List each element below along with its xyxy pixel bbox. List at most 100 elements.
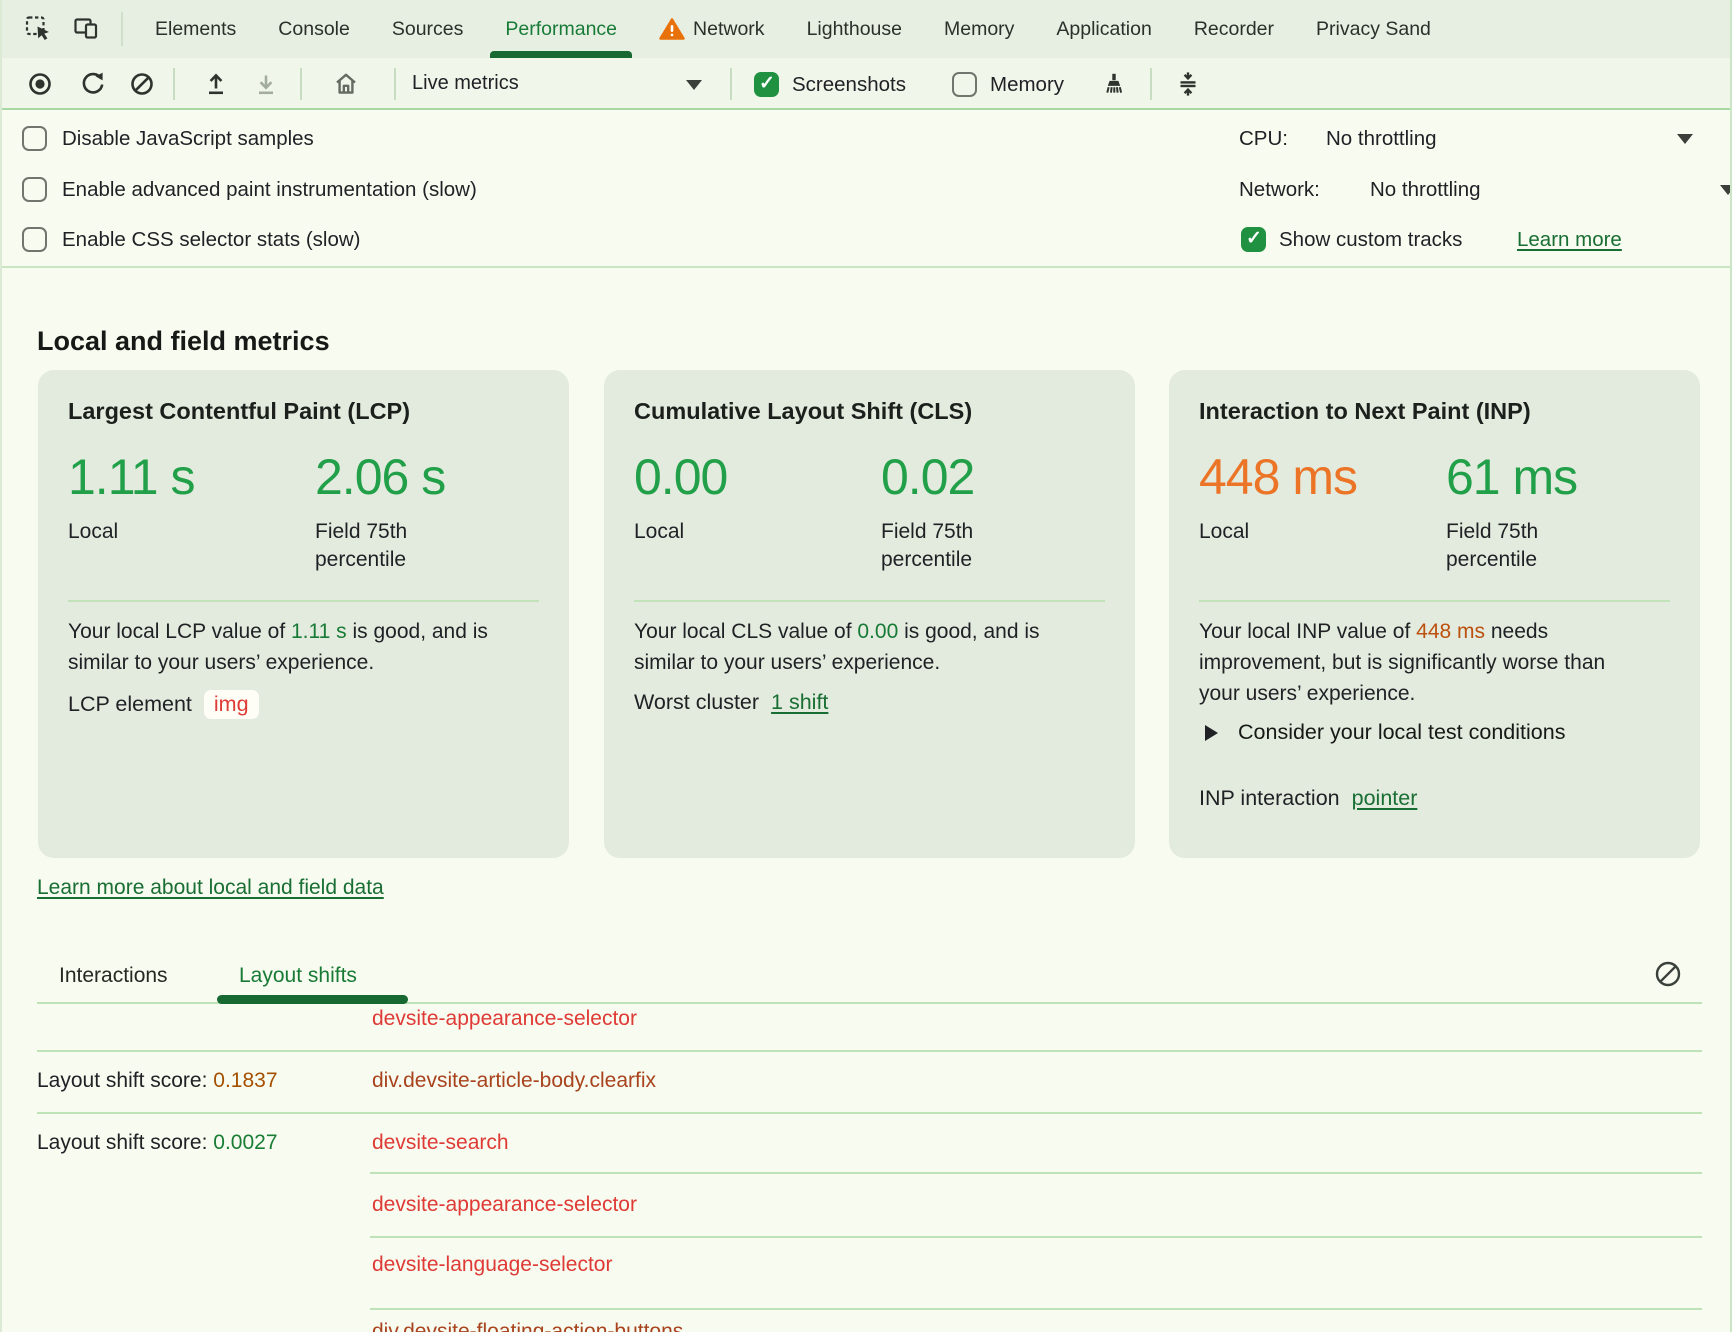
css-selector-stats-checkbox[interactable]: [22, 227, 47, 252]
inspect-icon[interactable]: [24, 14, 52, 42]
lcp-element-row: LCP element img: [68, 690, 259, 719]
active-tab-underline: [217, 995, 408, 1004]
network-label: Network:: [1239, 178, 1320, 202]
layout-shift-row: Layout shift score: 0.1837: [37, 1069, 278, 1093]
chevron-down-icon[interactable]: [686, 80, 702, 90]
lcp-local-value: 1.11 s: [68, 448, 195, 506]
divider: [370, 1308, 1702, 1310]
lcp-field-value: 2.06 s: [315, 448, 445, 506]
layout-shift-score: 0.0027: [213, 1131, 277, 1154]
record-icon[interactable]: [26, 70, 54, 98]
layout-shift-row-selector[interactable]: devsite-appearance-selector: [372, 1007, 637, 1031]
network-throttling-select[interactable]: No throttling: [1370, 178, 1481, 202]
tab-network[interactable]: Network: [638, 0, 786, 58]
tab-memory[interactable]: Memory: [923, 0, 1035, 58]
css-selector-stats-label[interactable]: Enable CSS selector stats (slow): [62, 228, 361, 252]
cpu-throttling-select[interactable]: No throttling: [1326, 127, 1437, 151]
lcp-local-label: Local: [68, 518, 118, 546]
home-icon[interactable]: [332, 70, 360, 98]
lcp-card: Largest Contentful Paint (LCP) 1.11 s 2.…: [38, 370, 569, 858]
show-custom-tracks-checkbox[interactable]: [1241, 227, 1266, 252]
cls-description: Your local CLS value of 0.00 is good, an…: [634, 616, 1079, 678]
field-data-learn-more-link[interactable]: Learn more about local and field data: [37, 876, 384, 900]
divider: [37, 1050, 1702, 1052]
advanced-paint-checkbox[interactable]: [22, 177, 47, 202]
live-metrics-dropdown[interactable]: Live metrics: [412, 72, 519, 95]
tab-layout-shifts[interactable]: Layout shifts: [239, 964, 357, 988]
tab-application[interactable]: Application: [1035, 0, 1172, 58]
cls-field-value: 0.02: [881, 448, 974, 506]
local-test-conditions-disclosure[interactable]: Consider your local test conditions: [1205, 720, 1565, 745]
capture-settings: Disable JavaScript samples Enable advanc…: [2, 110, 1730, 268]
tab-elements[interactable]: Elements: [134, 0, 257, 58]
layout-shift-row-selector[interactable]: devsite-appearance-selector: [372, 1193, 637, 1217]
lcp-description: Your local LCP value of 1.11 s is good, …: [68, 616, 513, 678]
lcp-element-link[interactable]: img: [204, 690, 259, 719]
chevron-down-icon[interactable]: [1720, 185, 1732, 195]
gc-brush-icon[interactable]: [1100, 70, 1128, 98]
advanced-paint-label[interactable]: Enable advanced paint instrumentation (s…: [62, 178, 477, 202]
disclosure-triangle-icon: [1205, 725, 1218, 741]
divider: [370, 1172, 1702, 1174]
divider: [394, 68, 396, 100]
disable-js-samples-label[interactable]: Disable JavaScript samples: [62, 127, 314, 151]
divider: [173, 68, 175, 100]
clear-log-icon[interactable]: [1652, 958, 1684, 990]
devtools-performance-panel: Elements Console Sources Performance Net…: [0, 0, 1732, 1332]
cls-card: Cumulative Layout Shift (CLS) 0.00 0.02 …: [604, 370, 1135, 858]
layout-shift-row-selector[interactable]: devsite-language-selector: [372, 1253, 612, 1277]
screenshots-label[interactable]: Screenshots: [792, 73, 906, 97]
divider: [730, 68, 732, 100]
divider: [300, 68, 302, 100]
tab-recorder[interactable]: Recorder: [1173, 0, 1295, 58]
disable-js-samples-checkbox[interactable]: [22, 126, 47, 151]
layout-shift-row-selector[interactable]: devsite-search: [372, 1131, 509, 1155]
inp-interaction-link[interactable]: pointer: [1352, 786, 1418, 811]
divider: [1199, 600, 1670, 602]
divider: [121, 12, 123, 46]
inp-field-value: 61 ms: [1446, 448, 1577, 506]
inp-description: Your local INP value of 448 ms needs imp…: [1199, 616, 1644, 709]
panel-tabs: Elements Console Sources Performance Net…: [134, 0, 1452, 58]
divider: [37, 1112, 1702, 1114]
memory-checkbox[interactable]: [952, 72, 977, 97]
inp-interaction-row: INP interaction pointer: [1199, 786, 1417, 811]
tab-console[interactable]: Console: [257, 0, 371, 58]
inp-local-value: 448 ms: [1199, 448, 1357, 506]
memory-label[interactable]: Memory: [990, 73, 1064, 97]
tab-privacy-sandbox[interactable]: Privacy Sand: [1295, 0, 1452, 58]
tab-sources[interactable]: Sources: [371, 0, 485, 58]
worst-cluster-label: Worst cluster: [634, 690, 759, 715]
load-profile-icon[interactable]: [202, 70, 230, 98]
layout-shift-row-selector[interactable]: div.devsite-floating-action-buttons: [372, 1320, 683, 1332]
tab-interactions[interactable]: Interactions: [59, 964, 168, 988]
save-profile-icon[interactable]: [252, 70, 280, 98]
layout-shift-score: 0.1837: [213, 1069, 277, 1092]
cls-worst-cluster-row: Worst cluster 1 shift: [634, 690, 828, 715]
collapse-icon[interactable]: [1174, 70, 1202, 98]
lcp-field-label: Field 75th percentile: [315, 518, 490, 574]
clear-icon[interactable]: [128, 70, 156, 98]
tab-performance[interactable]: Performance: [484, 0, 638, 58]
cls-card-title: Cumulative Layout Shift (CLS): [634, 398, 972, 425]
cls-local-value: 0.00: [634, 448, 727, 506]
layout-shift-row: Layout shift score: 0.0027: [37, 1131, 278, 1155]
chevron-down-icon[interactable]: [1677, 134, 1693, 144]
show-custom-tracks-label[interactable]: Show custom tracks: [1279, 228, 1462, 252]
reload-icon[interactable]: [79, 70, 107, 98]
cls-field-label: Field 75th percentile: [881, 518, 1056, 574]
screenshots-checkbox[interactable]: [754, 72, 779, 97]
devtools-tab-bar: Elements Console Sources Performance Net…: [2, 0, 1730, 59]
tab-lighthouse[interactable]: Lighthouse: [786, 0, 923, 58]
worst-cluster-link[interactable]: 1 shift: [771, 690, 828, 715]
inp-card: Interaction to Next Paint (INP) 448 ms 6…: [1169, 370, 1700, 858]
warning-icon: [659, 17, 685, 41]
divider: [68, 600, 539, 602]
cpu-label: CPU:: [1239, 127, 1288, 151]
layout-shift-row-selector[interactable]: div.devsite-article-body.clearfix: [372, 1069, 656, 1093]
cls-local-label: Local: [634, 518, 684, 546]
device-toolbar-icon[interactable]: [72, 14, 100, 42]
inp-field-label: Field 75th percentile: [1446, 518, 1621, 574]
custom-tracks-learn-more-link[interactable]: Learn more: [1517, 228, 1622, 252]
page-title: Local and field metrics: [37, 326, 330, 357]
